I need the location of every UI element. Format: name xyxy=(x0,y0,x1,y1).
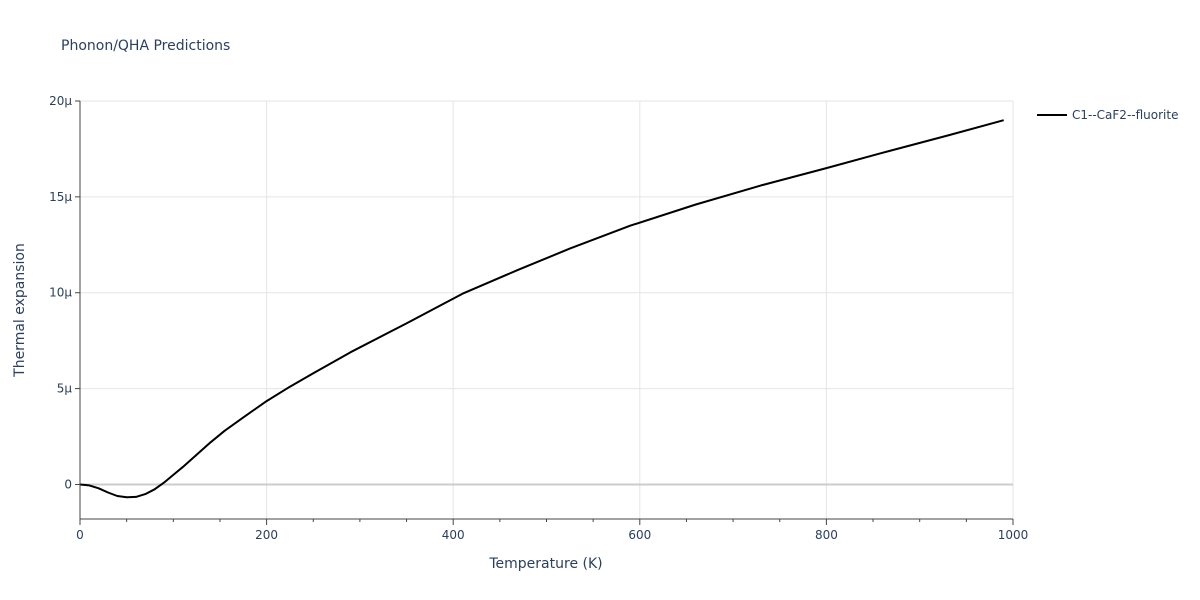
x-tick-label: 400 xyxy=(442,528,465,542)
legend[interactable]: C1--CaF2--fluorite xyxy=(1037,108,1178,122)
chart-title: Phonon/QHA Predictions xyxy=(61,38,230,54)
legend-label: C1--CaF2--fluorite xyxy=(1072,108,1178,122)
y-tick-label: 20μ xyxy=(49,94,72,108)
x-tick-label: 1000 xyxy=(998,528,1029,542)
x-tick-label: 600 xyxy=(628,528,651,542)
x-tick-label: 800 xyxy=(815,528,838,542)
x-axis-title: Temperature (K) xyxy=(488,556,602,572)
grid-layer xyxy=(80,100,1014,519)
y-tick-label: 5μ xyxy=(57,382,73,396)
y-axis-title: Thermal expansion xyxy=(12,243,28,378)
x-tick-label: 0 xyxy=(76,528,84,542)
x-tick-label: 200 xyxy=(255,528,278,542)
y-tick-label: 0 xyxy=(64,477,72,491)
series-layer xyxy=(79,119,1004,499)
series-line-0[interactable] xyxy=(79,119,1004,499)
y-tick-label: 10μ xyxy=(49,286,72,300)
y-tick-label: 15μ xyxy=(49,190,72,204)
axis-layer: 0 200 400 600 800 1000 0 5μ 10μ 15μ 20μ xyxy=(49,94,1028,542)
